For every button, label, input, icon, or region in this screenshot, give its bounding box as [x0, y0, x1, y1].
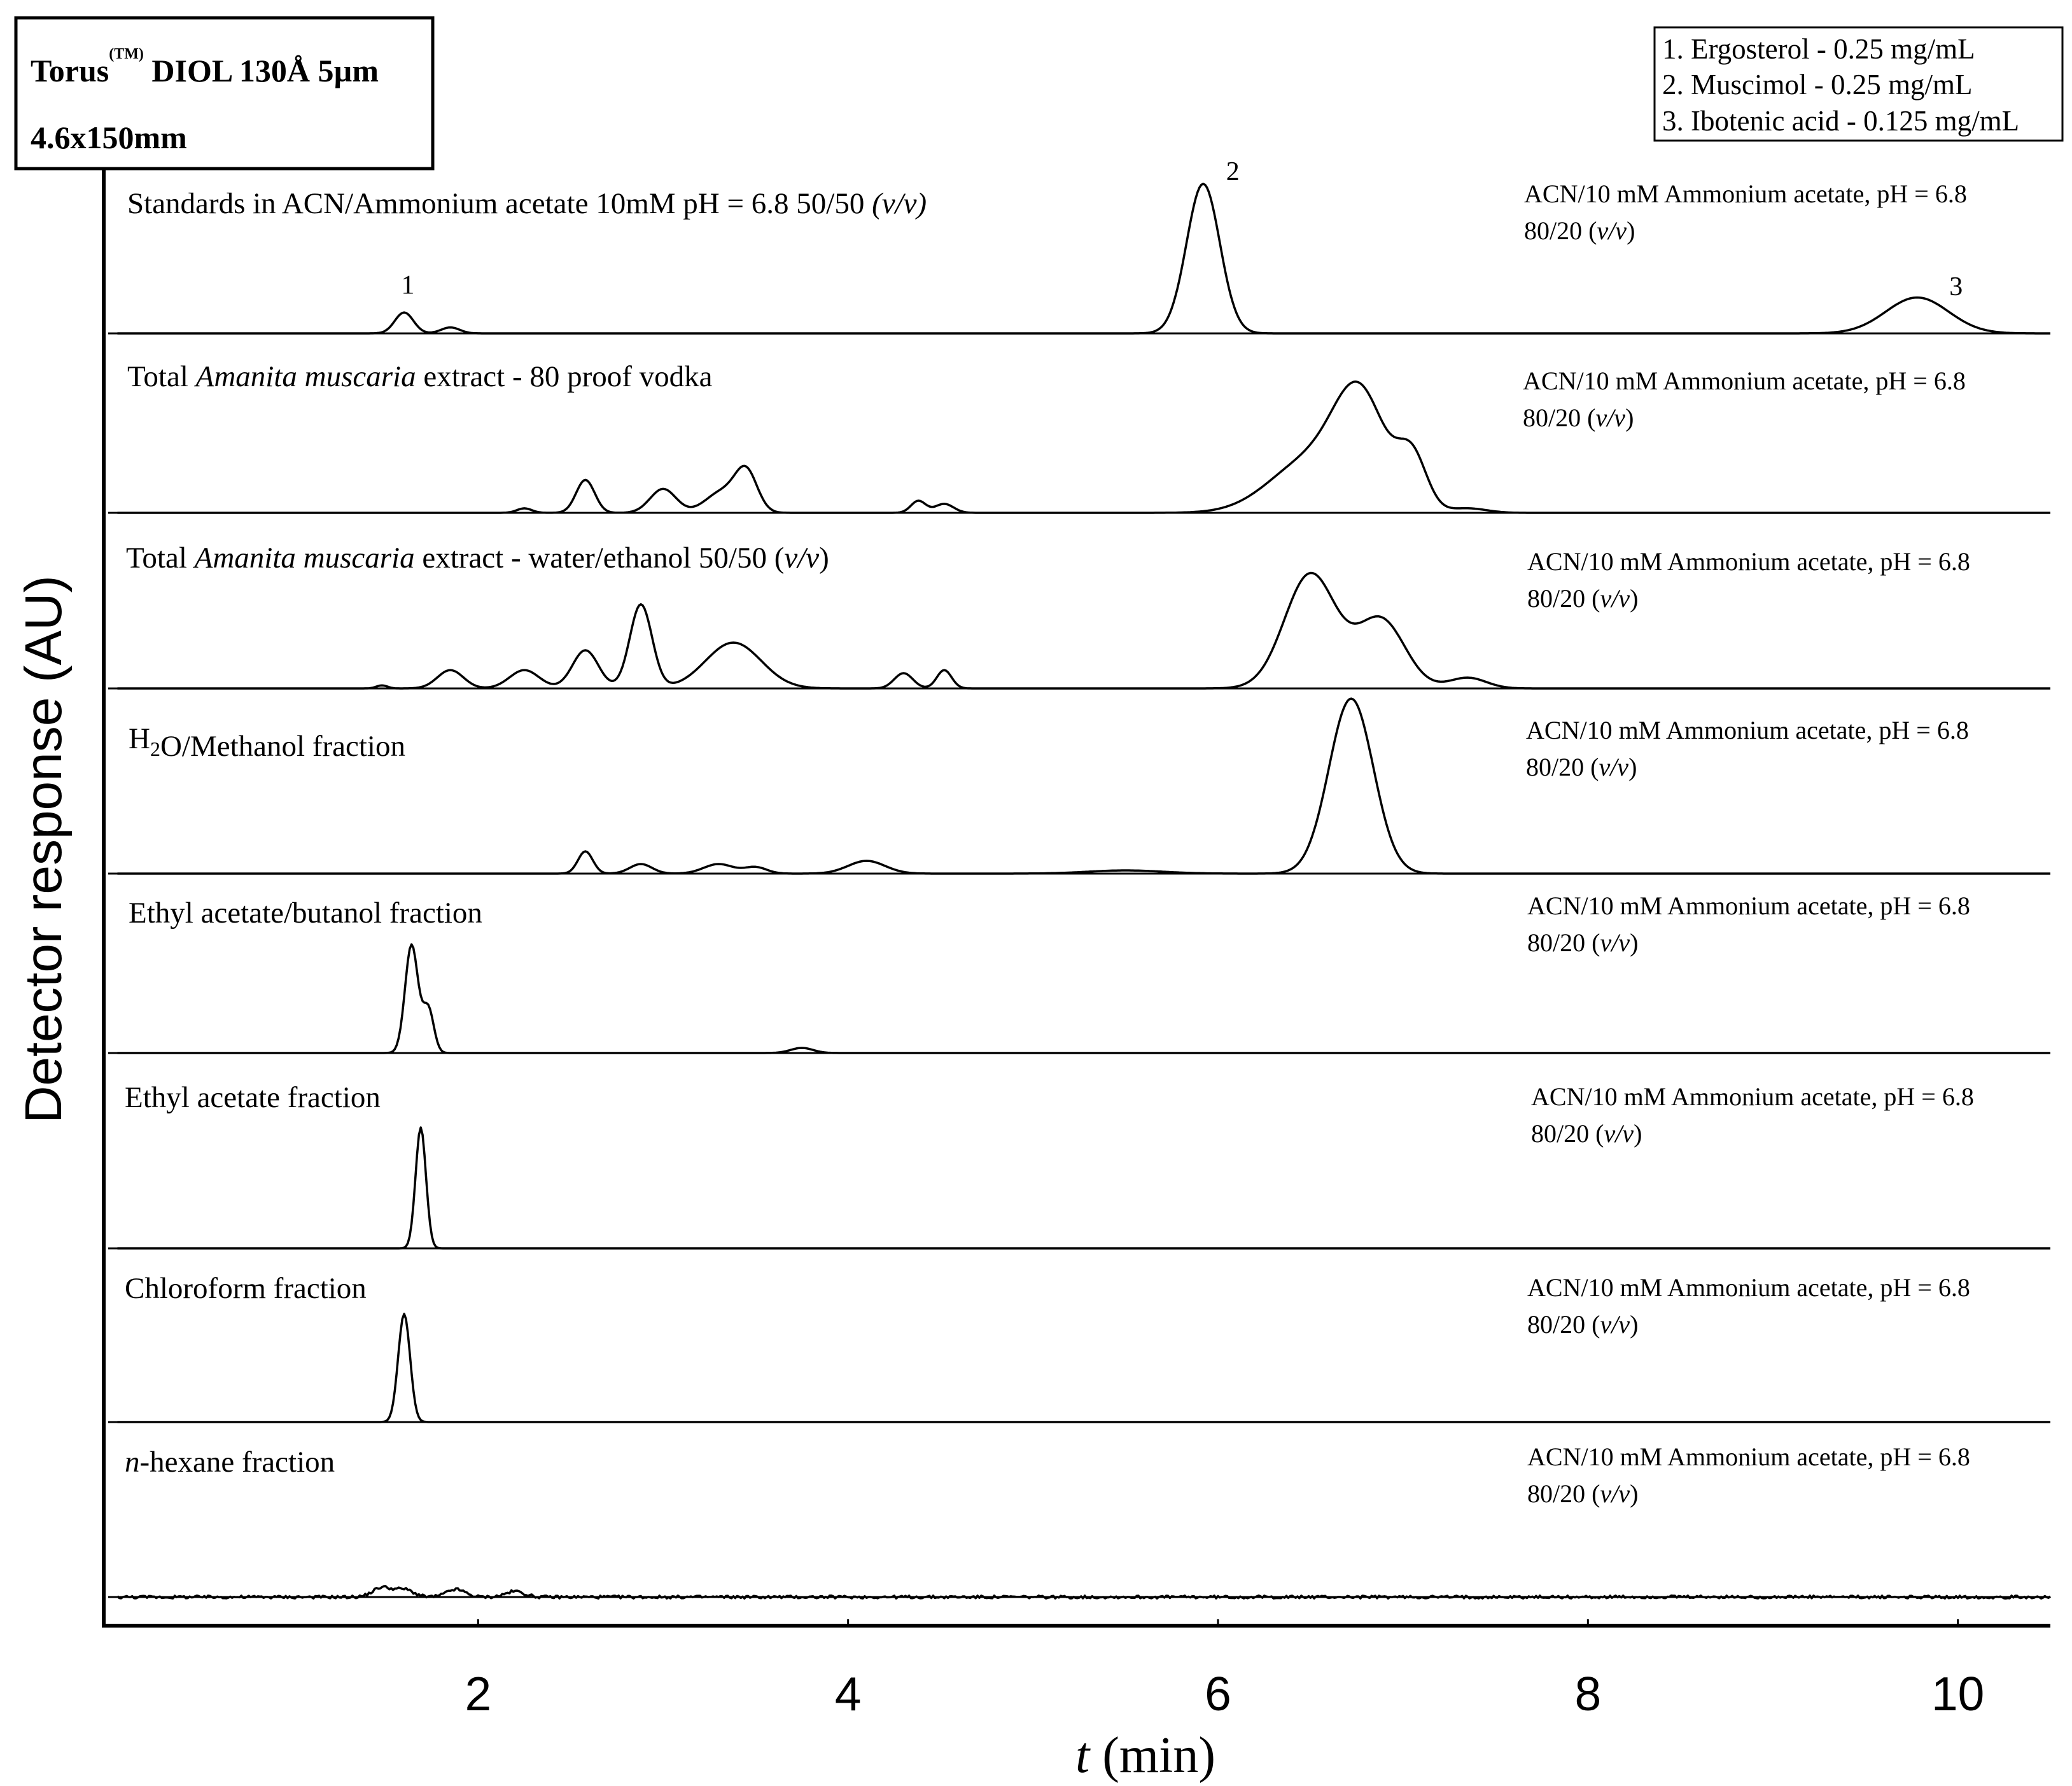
- chromatogram-panels: Standards in ACN/Ammonium acetate 10mM p…: [108, 157, 2052, 1600]
- panel-title: Chloroform fraction: [125, 1272, 367, 1305]
- panel-title: H2O/Methanol fraction: [129, 722, 405, 763]
- peak-label: 3: [1949, 272, 1963, 302]
- mobile-phase-ratio: 80/20 (v/v): [1527, 1479, 1638, 1508]
- mobile-phase-line1: ACN/10 mM Ammonium acetate, pH = 6.8: [1526, 716, 1969, 744]
- panel-title: Total Amanita muscaria extract - 80 proo…: [127, 360, 713, 393]
- x-axis-label: t (min): [1075, 1727, 1215, 1783]
- mobile-phase-ratio: 80/20 (v/v): [1526, 753, 1637, 781]
- mobile-phase-line1: ACN/10 mM Ammonium acetate, pH = 6.8: [1524, 179, 1967, 208]
- x-tick-label: 2: [465, 1667, 491, 1720]
- x-tick-label: 4: [835, 1667, 862, 1720]
- panel-2: Total Amanita muscaria extract - 80 proo…: [108, 360, 2050, 514]
- chromatogram-trace: [117, 943, 2050, 1054]
- axes-frame: [102, 169, 2050, 1628]
- panel-title: Ethyl acetate/butanol fraction: [129, 896, 482, 930]
- column-info-line2: 4.6x150mm: [31, 120, 187, 155]
- mobile-phase-line1: ACN/10 mM Ammonium acetate, pH = 6.8: [1527, 1273, 1970, 1302]
- x-axis-ticks: 2 4 6 8 10: [465, 1619, 1984, 1720]
- panel-5: Ethyl acetate/butanol fraction ACN/10 mM …: [108, 891, 2050, 1054]
- panel-title: n-hexane fraction: [125, 1446, 335, 1479]
- mobile-phase-line1: ACN/10 mM Ammonium acetate, pH = 6.8: [1523, 366, 1966, 395]
- mobile-phase-line1: ACN/10 mM Ammonium acetate, pH = 6.8: [1527, 891, 1970, 920]
- chromatogram-trace: [117, 1313, 2050, 1423]
- x-tick-label: 8: [1574, 1667, 1601, 1720]
- mobile-phase-ratio: 80/20 (v/v): [1523, 403, 1634, 432]
- mobile-phase-ratio: 80/20 (v/v): [1527, 584, 1638, 613]
- column-info-line1: Torus(TM) DIOL 130Å 5µm: [31, 46, 379, 88]
- peak-label: 2: [1226, 157, 1240, 186]
- x-tick-label: 10: [1931, 1667, 1984, 1720]
- chromatogram-trace: [117, 380, 2050, 514]
- panel-3: Total Amanita muscaria extract - water/e…: [108, 541, 2050, 690]
- chromatogram-trace: [117, 1126, 2050, 1250]
- x-tick-label: 6: [1205, 1667, 1231, 1720]
- mobile-phase-line1: ACN/10 mM Ammonium acetate, pH = 6.8: [1527, 547, 1970, 576]
- mobile-phase-ratio: 80/20 (v/v): [1531, 1119, 1642, 1148]
- mobile-phase-ratio: 80/20 (v/v): [1527, 1310, 1638, 1339]
- panel-title: Ethyl acetate fraction: [125, 1081, 381, 1114]
- panel-title: Standards in ACN/Ammonium acetate 10mM p…: [127, 187, 927, 220]
- column-info-box: Torus(TM) DIOL 130Å 5µm 4.6x150mm: [14, 16, 435, 171]
- panel-1: Standards in ACN/Ammonium acetate 10mM p…: [108, 157, 2050, 335]
- panel-4: H2O/Methanol fraction ACN/10 mM Ammonium …: [108, 697, 2050, 875]
- legend-entry-ibotenic-acid: 3. Ibotenic acid - 0.125 mg/mL: [1662, 105, 2019, 137]
- legend: 1. Ergosterol - 0.25 mg/mL 2. Muscimol -…: [1653, 26, 2064, 142]
- chromatogram-trace: [117, 571, 2050, 690]
- legend-entry-muscimol: 2. Muscimol - 0.25 mg/mL: [1662, 69, 1973, 101]
- column-info-frame: [14, 16, 435, 171]
- chromatogram-trace: [117, 183, 2050, 335]
- chromatogram-trace: [116, 1585, 2052, 1600]
- mobile-phase-line1: ACN/10 mM Ammonium acetate, pH = 6.8: [1527, 1442, 1970, 1471]
- panel-6: Ethyl acetate fraction ACN/10 mM Ammonium…: [108, 1081, 2050, 1250]
- panel-title: Total Amanita muscaria extract - water/e…: [126, 541, 829, 575]
- panel-7: Chloroform fraction ACN/10 mM Ammonium ac…: [108, 1272, 2050, 1423]
- peak-label: 1: [401, 271, 414, 300]
- legend-entry-ergosterol: 1. Ergosterol - 0.25 mg/mL: [1662, 33, 1975, 65]
- mobile-phase-line1: ACN/10 mM Ammonium acetate, pH = 6.8: [1531, 1082, 1974, 1111]
- chromatogram-trace: [117, 697, 2050, 875]
- mobile-phase-ratio: 80/20 (v/v): [1524, 216, 1635, 245]
- mobile-phase-ratio: 80/20 (v/v): [1527, 928, 1638, 957]
- y-axis-label: Detector response (AU): [15, 575, 73, 1123]
- legend-frame: [1653, 26, 2064, 142]
- panel-8: n-hexane fraction ACN/10 mM Ammonium acet…: [108, 1442, 2052, 1600]
